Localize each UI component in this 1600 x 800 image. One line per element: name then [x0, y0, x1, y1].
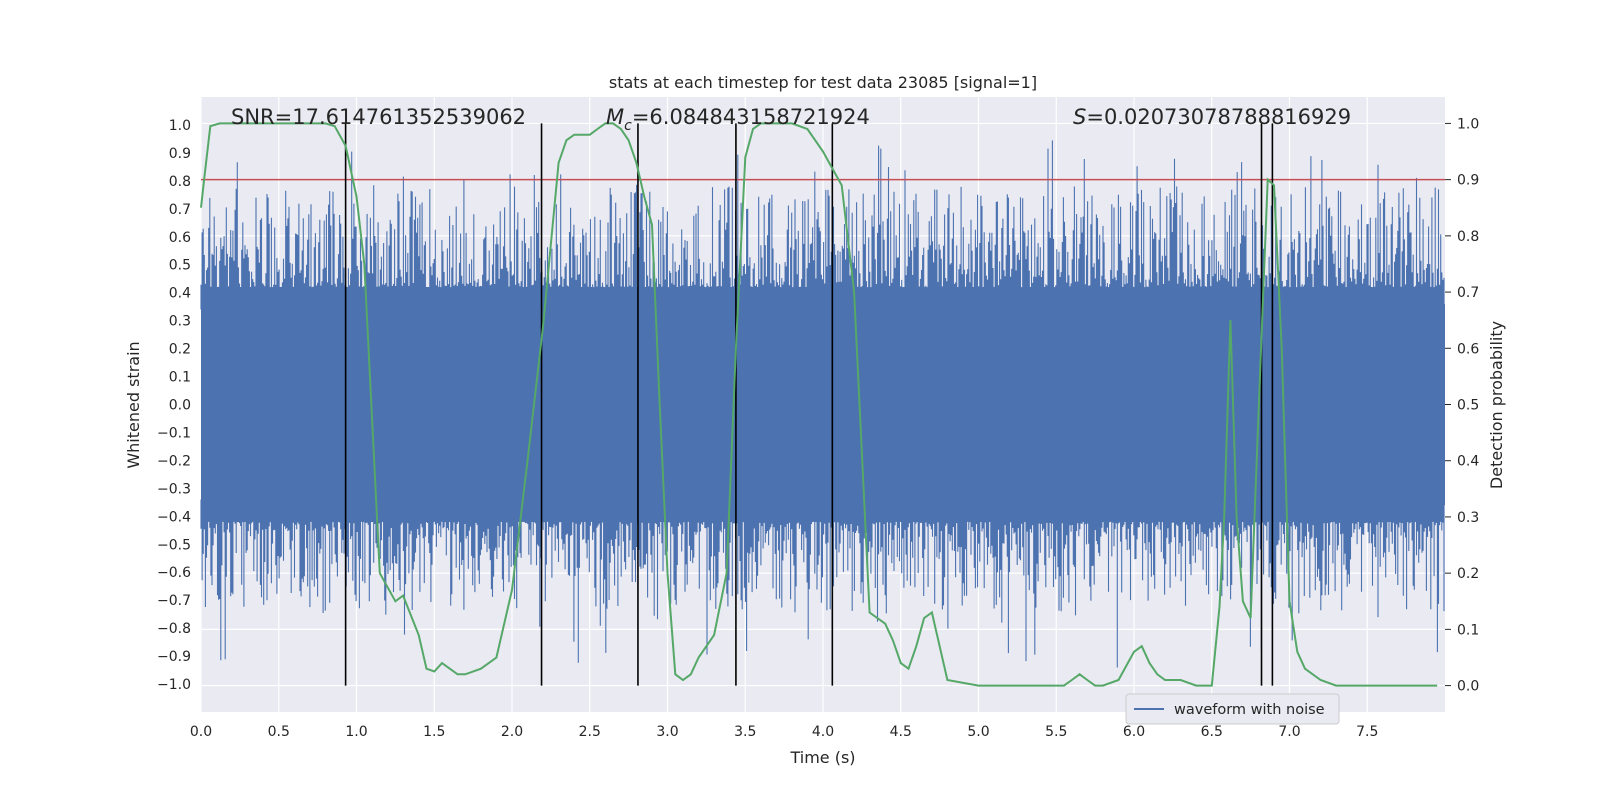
y-tick-label: 0.9 — [169, 146, 191, 162]
y-axis-label: Whitened strain — [124, 341, 143, 468]
right-tick-label: 0.5 — [1457, 398, 1479, 414]
right-tick-label: 0.3 — [1457, 510, 1479, 526]
y-tick-label: −1.0 — [157, 677, 191, 693]
x-tick-label: 0.0 — [190, 724, 212, 740]
right-axis-label: Detection probability — [1487, 321, 1506, 489]
x-tick-label: 5.5 — [1045, 724, 1067, 740]
right-tick-label: 0.6 — [1457, 341, 1479, 357]
x-tick-label: 2.5 — [579, 724, 601, 740]
right-tick-label: 0.7 — [1457, 285, 1479, 301]
x-tick-label: 1.0 — [345, 724, 367, 740]
y-tick-label: 0.3 — [169, 314, 191, 330]
x-tick-label: 7.0 — [1278, 724, 1300, 740]
y-tick-label: −0.3 — [157, 481, 191, 497]
y-tick-label: 0.0 — [169, 398, 191, 414]
right-axis-ticks: 1.0 0.9 0.8 0.7 0.6 0.5 0.4 0.3 0.2 0.1 0.0 — [1445, 116, 1479, 695]
x-tick-label: 4.5 — [890, 724, 912, 740]
legend: waveform with noise — [1125, 693, 1340, 725]
y-tick-label: −0.7 — [157, 593, 191, 609]
x-axis-label: Time (s) — [789, 748, 855, 767]
x-tick-label: 0.5 — [268, 724, 290, 740]
y-tick-label: 0.5 — [169, 258, 191, 274]
snr-annotation: SNR=17.614761352539062 — [231, 105, 526, 129]
waveform-series — [200, 140, 1445, 668]
y-tick-label: −0.6 — [157, 565, 191, 581]
waveform-upper-spikes — [200, 140, 1445, 310]
right-tick-label: 0.1 — [1457, 622, 1479, 638]
y-tick-label: 0.4 — [169, 286, 191, 302]
x-axis-ticks: 0.0 0.5 1.0 1.5 2.0 2.5 3.0 3.5 4.0 4.5 5.0 5.5 6.0 6… — [190, 724, 1379, 740]
s-annotation: S=0.02073078788816929 — [1073, 105, 1351, 129]
x-tick-label: 3.0 — [656, 724, 678, 740]
probability-line — [200, 122, 1438, 687]
y-tick-label: −0.5 — [157, 537, 191, 553]
x-tick-label: 3.5 — [734, 724, 756, 740]
x-tick-label: 1.5 — [423, 724, 445, 740]
y-tick-label: −0.8 — [157, 621, 191, 637]
y-tick-label: −0.9 — [157, 649, 191, 665]
waveform-lower-spikes — [200, 499, 1445, 668]
y-tick-label: 0.2 — [169, 342, 191, 358]
right-tick-label: 0.0 — [1457, 679, 1479, 695]
right-tick-label: 0.8 — [1457, 229, 1479, 245]
right-tick-label: 0.9 — [1457, 173, 1479, 189]
x-tick-label: 6.0 — [1123, 724, 1145, 740]
right-tick-label: 0.2 — [1457, 566, 1479, 582]
y-tick-label: −0.4 — [157, 509, 191, 525]
legend-box — [1125, 693, 1340, 725]
legend-label: waveform with noise — [1174, 702, 1325, 718]
x-tick-label: 6.5 — [1201, 724, 1223, 740]
x-tick-label: 5.0 — [967, 724, 989, 740]
chart-title: stats at each timestep for test data 230… — [609, 73, 1037, 92]
right-tick-label: 0.4 — [1457, 454, 1479, 470]
chirp-mass-annotation: Mc=6.084843158721924 — [606, 105, 870, 134]
y-axis-ticks: 1.0 0.9 0.8 0.7 0.6 0.5 0.4 0.3 0.2 0.1 0.0 −0.1 −0.… — [157, 118, 191, 693]
y-tick-label: −0.1 — [157, 425, 191, 441]
right-tick-label: 1.0 — [1457, 116, 1479, 132]
x-tick-label: 2.0 — [501, 724, 523, 740]
y-tick-label: 0.6 — [169, 230, 191, 246]
y-tick-label: 1.0 — [169, 118, 191, 134]
waveform-core-band — [201, 303, 1445, 506]
event-markers — [344, 123, 1274, 686]
y-tick-label: 0.8 — [169, 174, 191, 190]
y-tick-label: 0.1 — [169, 370, 191, 386]
x-tick-label: 4.0 — [812, 724, 834, 740]
x-tick-label: 7.5 — [1356, 724, 1378, 740]
y-tick-label: 0.7 — [169, 202, 191, 218]
y-tick-label: −0.2 — [157, 453, 191, 469]
